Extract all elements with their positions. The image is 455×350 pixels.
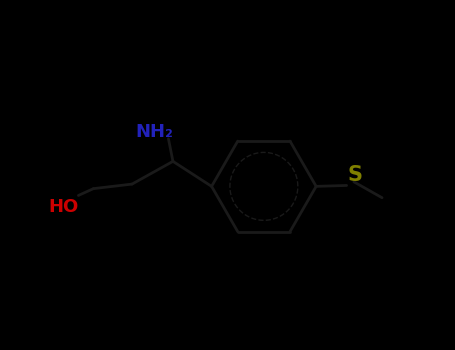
Text: HO: HO bbox=[49, 198, 79, 216]
Text: S: S bbox=[347, 165, 362, 185]
Text: NH₂: NH₂ bbox=[135, 123, 173, 141]
